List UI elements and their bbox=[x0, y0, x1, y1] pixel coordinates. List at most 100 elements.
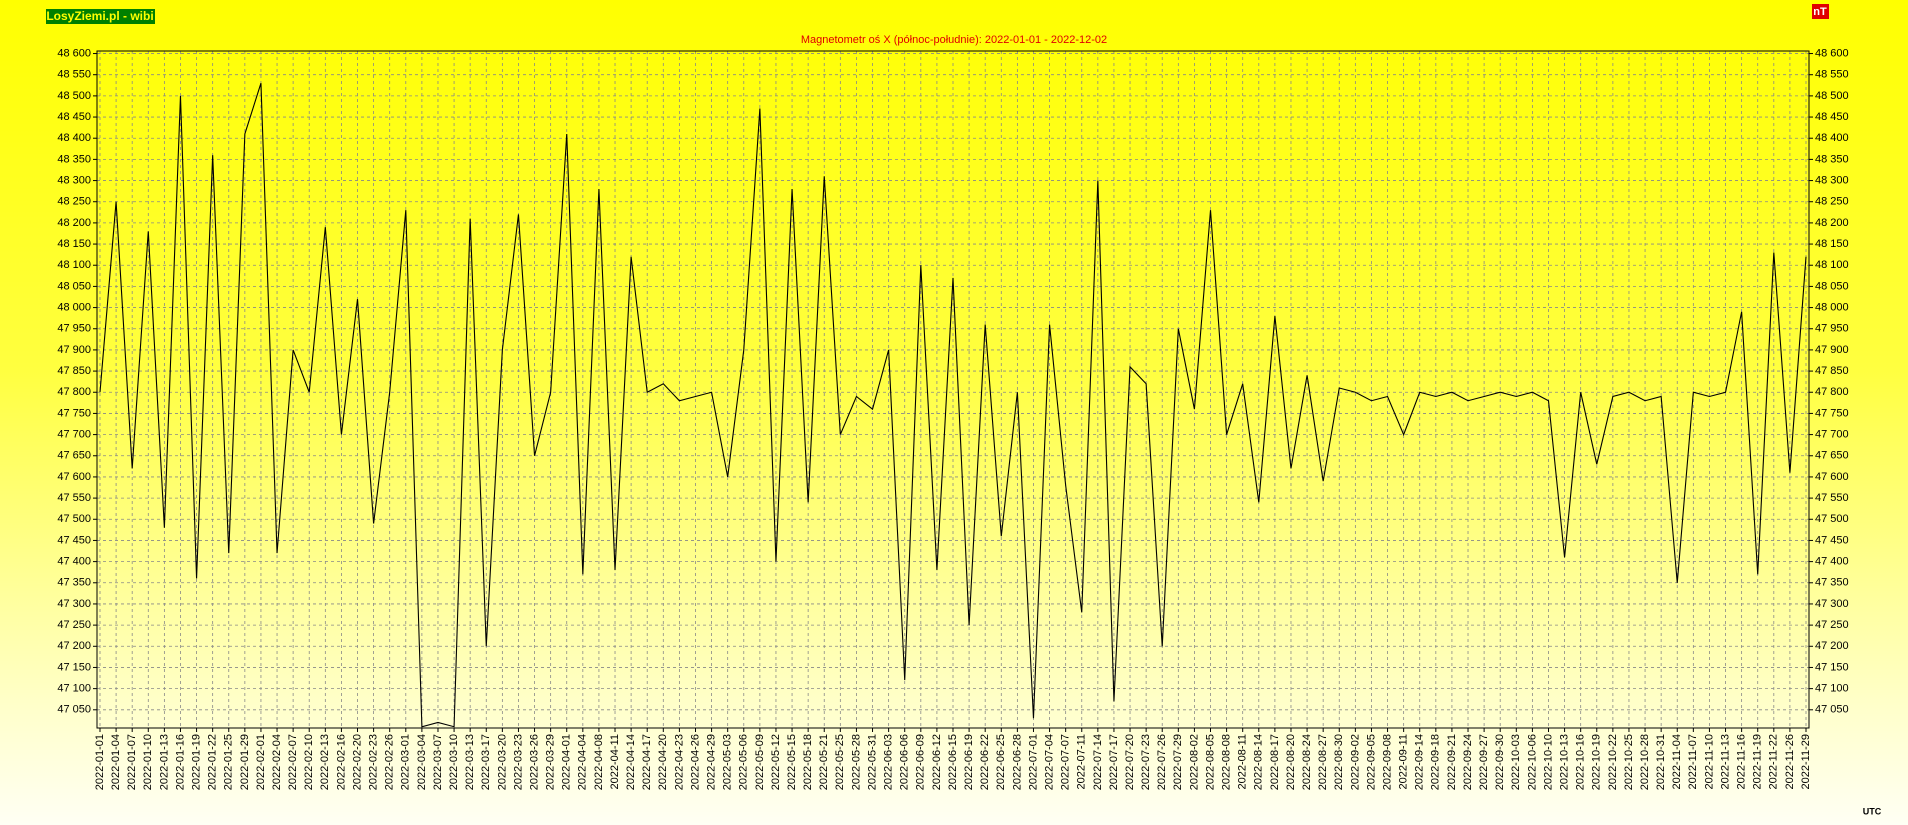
y-tick-label: 48 450 bbox=[57, 111, 91, 123]
y2-tick-label: 48 300 bbox=[1815, 174, 1849, 186]
x-tick-label: 2022-01-13 bbox=[158, 734, 170, 790]
y-tick-label: 48 050 bbox=[57, 280, 91, 292]
x-tick-label: 2022-09-18 bbox=[1430, 734, 1442, 790]
y-tick-label: 48 150 bbox=[57, 238, 91, 250]
x-tick-label: 2022-11-22 bbox=[1768, 734, 1780, 789]
x-tick-label: 2022-08-11 bbox=[1237, 734, 1249, 789]
y2-tick-label: 48 050 bbox=[1815, 280, 1849, 292]
y-tick-label: 47 250 bbox=[57, 619, 91, 631]
y-tick-label: 47 300 bbox=[57, 598, 91, 610]
y2-tick-label: 47 200 bbox=[1815, 640, 1849, 652]
x-tick-label: 2022-09-27 bbox=[1478, 734, 1490, 790]
y-tick-label: 47 400 bbox=[57, 556, 91, 568]
y2-tick-label: 48 350 bbox=[1815, 153, 1849, 165]
y2-tick-label: 48 400 bbox=[1815, 132, 1849, 144]
x-tick-label: 2022-07-17 bbox=[1108, 734, 1120, 790]
x-tick-label: 2022-06-06 bbox=[899, 734, 911, 790]
y2-tick-label: 48 550 bbox=[1815, 69, 1849, 81]
x-tick-label: 2022-10-13 bbox=[1558, 734, 1570, 790]
x-tick-label: 2022-07-11 bbox=[1076, 734, 1088, 789]
x-tick-label: 2022-01-22 bbox=[207, 734, 219, 790]
x-tick-label: 2022-08-30 bbox=[1333, 734, 1345, 790]
x-tick-label: 2022-08-17 bbox=[1269, 734, 1281, 790]
x-tick-label: 2022-02-26 bbox=[384, 734, 396, 790]
x-tick-label: 2022-02-23 bbox=[368, 734, 380, 790]
x-tick-label: 2022-05-12 bbox=[770, 734, 782, 790]
y-tick-label: 48 250 bbox=[57, 196, 91, 208]
y2-tick-label: 47 900 bbox=[1815, 344, 1849, 356]
x-tick-label: 2022-06-25 bbox=[995, 734, 1007, 790]
y2-tick-label: 47 450 bbox=[1815, 534, 1849, 546]
x-tick-label: 2022-06-19 bbox=[963, 734, 975, 790]
y-tick-label: 47 450 bbox=[57, 534, 91, 546]
y-tick-label: 48 100 bbox=[57, 259, 91, 271]
x-tick-label: 2022-08-24 bbox=[1301, 734, 1313, 790]
y-tick-label: 47 350 bbox=[57, 577, 91, 589]
x-tick-label: 2022-04-29 bbox=[705, 734, 717, 790]
y-tick-label: 47 950 bbox=[57, 323, 91, 335]
x-tick-label: 2022-08-20 bbox=[1285, 734, 1297, 790]
x-tick-label: 2022-11-19 bbox=[1752, 734, 1764, 789]
x-tick-label: 2022-05-25 bbox=[834, 734, 846, 790]
x-tick-label: 2022-05-09 bbox=[754, 734, 766, 790]
x-tick-label: 2022-05-21 bbox=[818, 734, 830, 790]
x-tick-label: 2022-11-04 bbox=[1671, 734, 1683, 789]
y2-tick-label: 47 250 bbox=[1815, 619, 1849, 631]
x-tick-label: 2022-11-13 bbox=[1719, 734, 1731, 789]
x-tick-label: 2022-03-20 bbox=[496, 734, 508, 790]
x-tick-label: 2022-02-04 bbox=[271, 734, 283, 790]
y-tick-label: 47 100 bbox=[57, 683, 91, 695]
x-tick-label: 2022-04-26 bbox=[689, 734, 701, 790]
x-tick-label: 2022-07-26 bbox=[1156, 734, 1168, 790]
y2-tick-label: 47 500 bbox=[1815, 513, 1849, 525]
x-tick-label: 2022-03-17 bbox=[480, 734, 492, 790]
x-tick-label: 2022-09-11 bbox=[1398, 734, 1410, 789]
y2-tick-label: 47 650 bbox=[1815, 450, 1849, 462]
y-tick-label: 47 900 bbox=[57, 344, 91, 356]
data-line bbox=[99, 83, 1807, 728]
series-layer bbox=[99, 83, 1807, 728]
x-tick-label: 2022-06-22 bbox=[979, 734, 991, 790]
x-tick-label: 2022-04-14 bbox=[625, 734, 637, 790]
x-tick-label: 2022-03-29 bbox=[545, 734, 557, 790]
x-tick-label: 2022-06-09 bbox=[915, 734, 927, 790]
x-tick-label: 2022-03-26 bbox=[528, 734, 540, 790]
y2-tick-label: 48 150 bbox=[1815, 238, 1849, 250]
x-tick-label: 2022-08-05 bbox=[1204, 734, 1216, 790]
x-tick-label: 2022-07-29 bbox=[1172, 734, 1184, 790]
y2-tick-label: 47 100 bbox=[1815, 683, 1849, 695]
x-tick-label: 2022-06-28 bbox=[1011, 734, 1023, 790]
x-tick-label: 2022-03-04 bbox=[416, 734, 428, 790]
y2-tick-label: 47 950 bbox=[1815, 323, 1849, 335]
x-tick-label: 2022-10-16 bbox=[1575, 734, 1587, 790]
unit-box bbox=[1812, 4, 1829, 19]
x-tick-label: 2022-03-01 bbox=[400, 734, 412, 790]
x-tick-label: 2022-04-01 bbox=[561, 734, 573, 790]
badge-box bbox=[46, 9, 155, 24]
x-tick-label: 2022-10-19 bbox=[1591, 734, 1603, 790]
x-tick-label: 2022-02-07 bbox=[287, 734, 299, 790]
x-tick-label: 2022-04-11 bbox=[609, 734, 621, 789]
y-tick-label: 47 650 bbox=[57, 450, 91, 462]
x-tick-label: 2022-09-02 bbox=[1349, 734, 1361, 790]
y2-tick-label: 48 250 bbox=[1815, 196, 1849, 208]
y-tick-label: 47 750 bbox=[57, 407, 91, 419]
y-tick-label: 47 800 bbox=[57, 386, 91, 398]
y2-tick-label: 47 400 bbox=[1815, 556, 1849, 568]
x-tick-label: 2022-02-13 bbox=[319, 734, 331, 790]
y-tick-label: 48 350 bbox=[57, 153, 91, 165]
x-tick-label: 2022-10-03 bbox=[1510, 734, 1522, 790]
unit: nT bbox=[1813, 6, 1827, 18]
y2-tick-label: 47 700 bbox=[1815, 428, 1849, 440]
y-tick-label: 48 000 bbox=[57, 301, 91, 313]
x-tick-label: 2022-01-10 bbox=[142, 734, 154, 790]
x-tick-label: 2022-06-12 bbox=[931, 734, 943, 790]
x-tick-label: 2022-11-07 bbox=[1687, 734, 1699, 789]
y-tick-label: 47 500 bbox=[57, 513, 91, 525]
y2-tick-label: 48 450 bbox=[1815, 111, 1849, 123]
x-tick-label: 2022-11-26 bbox=[1784, 734, 1796, 789]
y-tick-label: 47 050 bbox=[57, 704, 91, 716]
x-tick-label: 2022-09-05 bbox=[1365, 734, 1377, 790]
y2-tick-label: 47 750 bbox=[1815, 407, 1849, 419]
